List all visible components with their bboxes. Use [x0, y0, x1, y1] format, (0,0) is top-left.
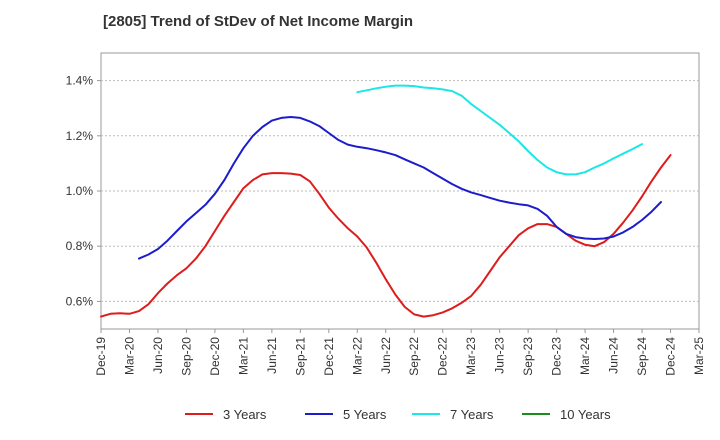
y-tick-label: 0.6%: [66, 294, 94, 308]
x-tick-label: Sep-24: [635, 337, 649, 376]
x-tick-label: Jun-23: [493, 337, 507, 374]
x-tick-label: Sep-20: [179, 337, 193, 376]
x-tick-label: Dec-23: [550, 337, 564, 376]
x-tick-label: Sep-23: [521, 337, 535, 376]
chart-title: [2805] Trend of StDev of Net Income Marg…: [103, 13, 414, 30]
y-tick-label: 1.4%: [66, 74, 94, 88]
legend-label: 3 Years: [223, 407, 267, 422]
x-tick-label: Dec-24: [664, 337, 678, 376]
series-line-1: [138, 116, 662, 260]
x-tick-label: Mar-22: [350, 337, 364, 375]
legend-label: 10 Years: [560, 407, 611, 422]
x-tick-label: Dec-21: [322, 337, 336, 376]
x-tick-label: Jun-20: [151, 337, 165, 374]
series-line-2: [356, 84, 643, 176]
x-tick-label: Dec-19: [94, 337, 108, 376]
y-tick-label: 0.8%: [66, 239, 94, 253]
x-tick-label: Mar-20: [122, 337, 136, 375]
x-tick-label: Jun-21: [265, 337, 279, 374]
legend-label: 5 Years: [343, 407, 387, 422]
grid-layer: [101, 80, 699, 302]
x-tick-label: Jun-24: [607, 337, 621, 374]
x-tick-label: Mar-21: [236, 337, 250, 375]
x-tick-label: Dec-20: [208, 337, 222, 376]
y-axis: 0.6% 0.8% 1.0% 1.2% 1.4%: [66, 74, 101, 308]
x-tick-label: Sep-22: [407, 337, 421, 376]
x-tick-label: Mar-23: [464, 337, 478, 375]
x-tick-label: Dec-22: [436, 337, 450, 376]
series-layer: [100, 84, 672, 318]
x-axis: Dec-19 Mar-20 Jun-20 Sep-20 Dec-20 Mar-21 Jun-…: [94, 329, 706, 376]
y-tick-label: 1.0%: [66, 184, 94, 198]
x-tick-label: Mar-25: [692, 337, 706, 375]
y-tick-label: 1.2%: [66, 129, 94, 143]
series-line-0: [100, 154, 672, 318]
x-tick-label: Sep-21: [293, 337, 307, 376]
x-tick-label: Jun-22: [379, 337, 393, 374]
legend-label: 7 Years: [450, 407, 494, 422]
legend: 3 Years 5 Years 7 Years 10 Years: [185, 407, 611, 422]
x-tick-label: Mar-24: [578, 337, 592, 375]
